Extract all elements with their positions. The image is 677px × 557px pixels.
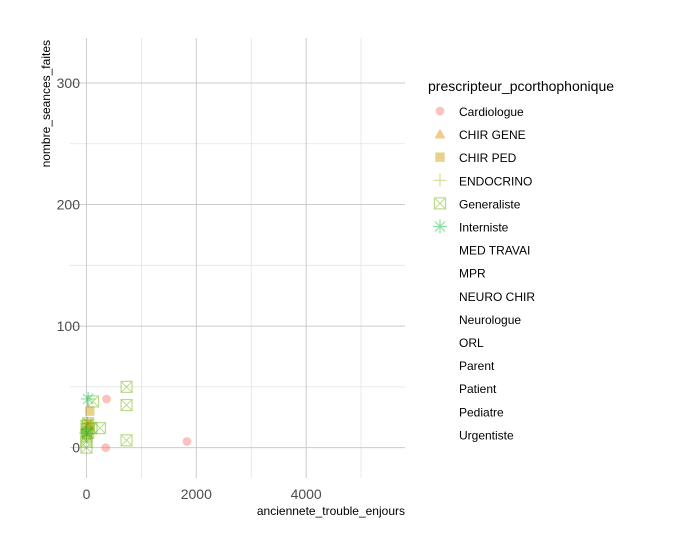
data-point-generaliste [80, 435, 93, 448]
tick-labels: 0 2000 4000 0 100 200 300 [57, 75, 322, 502]
legend-label-patient: Patient [459, 382, 497, 396]
legend-label-cardiologue: Cardiologue [459, 105, 524, 119]
y-tick-label: 200 [57, 197, 81, 213]
legend-item-pediatre: Pediatre [459, 405, 504, 419]
legend-item-med-travai: MED TRAVAI [459, 244, 530, 258]
legend-item-interniste: Interniste [432, 219, 509, 235]
data-point-cardiologue [182, 437, 192, 446]
legend-label-mpr: MPR [459, 267, 486, 281]
legend-label-chir-ped: CHIR PED [459, 151, 517, 165]
legend-item-chir-ped: CHIR PED [435, 151, 517, 165]
x-tick-label: 2000 [181, 486, 212, 502]
legend-label-generaliste: Generaliste [459, 197, 521, 211]
data-point-endocrino [80, 416, 95, 430]
legend-label-endocrino: ENDOCRINO [459, 174, 532, 188]
legend-item-mpr: MPR [459, 267, 486, 281]
legend-label-med-travai: MED TRAVAI [459, 244, 530, 258]
data-point-generaliste [85, 422, 98, 435]
x-tick-label: 0 [83, 486, 91, 502]
data-point-chir-ped [82, 430, 92, 441]
legend-label-pediatre: Pediatre [459, 405, 504, 419]
data-point-generaliste [82, 426, 95, 440]
data-point-cardiologue [101, 443, 111, 453]
legend-title: prescripteur_pcorthophonique [428, 78, 614, 94]
data-point-endocrino [80, 422, 94, 436]
legend-label-orl: ORL [459, 336, 484, 350]
legend-item-chir-gene: CHIR GENE [434, 128, 526, 142]
data-point-chir-ped [85, 406, 95, 416]
legend-item-neurologue: Neurologue [459, 313, 521, 327]
legend-key-interniste [432, 219, 448, 234]
data-point-generaliste [93, 422, 107, 435]
data-point-interniste [80, 391, 96, 407]
legend-label-neurologue: Neurologue [459, 313, 521, 327]
y-tick-label: 300 [57, 75, 81, 91]
legend-key-endocrino [433, 173, 447, 187]
data-point-chir-ped [83, 418, 93, 428]
data-point-generaliste [80, 423, 94, 436]
legend-item-patient: Patient [459, 382, 497, 396]
y-axis-label: nombre_seances_faites [39, 40, 53, 167]
data-point-generaliste [120, 380, 133, 393]
data-point-generaliste [82, 417, 95, 430]
grid [70, 38, 405, 478]
x-tick-label: 4000 [291, 486, 322, 502]
data-point-generaliste [120, 434, 133, 447]
legend-item-cardiologue: Cardiologue [435, 105, 524, 119]
data-point-chir-gene [82, 420, 94, 431]
legend-label-interniste: Interniste [459, 221, 509, 235]
legend-item-neuro-chir: NEURO CHIR [459, 290, 535, 304]
legend-item-parent: Parent [459, 359, 495, 373]
data-point-generaliste [86, 395, 100, 408]
legend-item-orl: ORL [459, 336, 484, 350]
legend-label-parent: Parent [459, 359, 495, 373]
data-point-generaliste [80, 441, 93, 454]
data-point-interniste [79, 425, 94, 441]
legend-item-generaliste: Generaliste [433, 197, 521, 211]
data-point-generaliste [80, 419, 93, 432]
data-points [79, 380, 192, 454]
legend: prescripteur_pcorthophonique Cardiologue… [428, 78, 614, 442]
data-point-generaliste [80, 429, 93, 442]
legend-item-endocrino: ENDOCRINO [433, 173, 532, 188]
legend-label-neuro-chir: NEURO CHIR [459, 290, 535, 304]
legend-key-generaliste [433, 197, 447, 210]
data-point-cardiologue [102, 394, 111, 404]
legend-key-cardiologue [435, 106, 445, 116]
data-point-generaliste [120, 398, 133, 412]
legend-key-chir-gene [434, 128, 446, 139]
legend-label-urgentiste: Urgentiste [459, 428, 514, 442]
x-axis-label: anciennete_trouble_enjours [257, 504, 405, 518]
legend-label-chir-gene: CHIR GENE [459, 128, 526, 142]
y-tick-label: 0 [72, 440, 80, 456]
legend-item-urgentiste: Urgentiste [459, 428, 514, 442]
legend-key-chir-ped [435, 152, 445, 162]
y-tick-label: 100 [57, 318, 81, 334]
